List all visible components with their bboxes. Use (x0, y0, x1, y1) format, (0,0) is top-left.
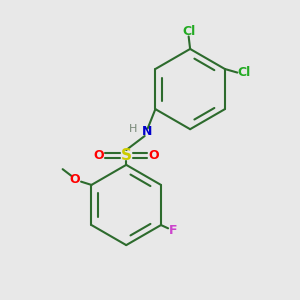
Text: N: N (142, 125, 152, 138)
Text: H: H (129, 124, 137, 134)
Text: O: O (94, 149, 104, 162)
Text: Cl: Cl (238, 66, 251, 79)
Text: S: S (121, 148, 132, 163)
Text: O: O (70, 173, 80, 186)
Text: Cl: Cl (182, 25, 195, 38)
Text: F: F (169, 224, 178, 237)
Text: O: O (148, 149, 159, 162)
